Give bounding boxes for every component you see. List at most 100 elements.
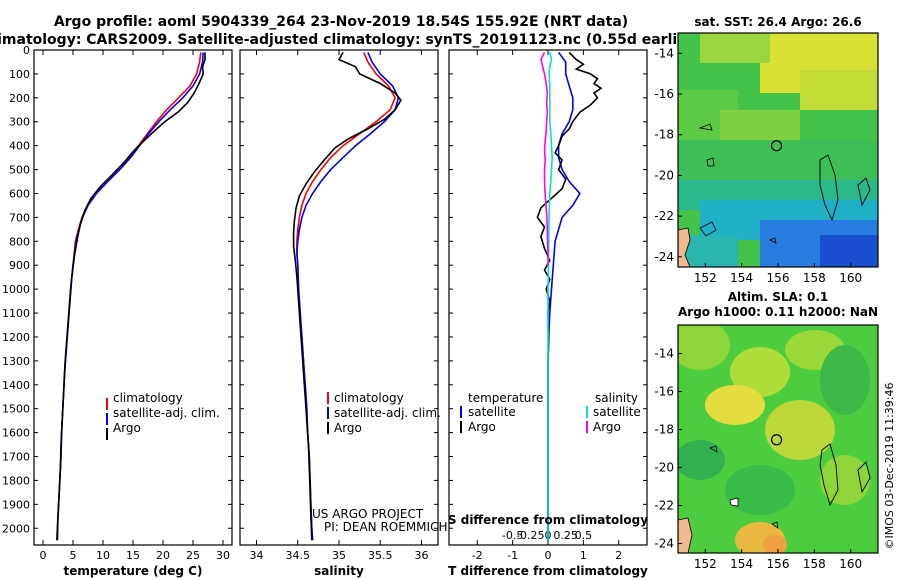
t-difference-xlabel: T difference from climatology <box>448 564 648 578</box>
x-tick-label: 34 <box>250 549 264 562</box>
credits-line-2: PI: DEAN ROEMMICH <box>324 520 447 534</box>
t-difference-axis-ticks: -2 -1 0 1 2 <box>472 50 622 562</box>
legend-title-temperature: temperature <box>468 391 543 405</box>
x-tick-label: 5 <box>70 549 77 562</box>
depth-tick-label: 900 <box>9 259 30 272</box>
salinity-series <box>292 52 402 541</box>
legend-title-salinity: salinity <box>595 391 638 405</box>
series-line <box>56 52 204 541</box>
x-tick-label: 34.5 <box>286 549 311 562</box>
sst-map-panel: sat. SST: 26.4 Argo: 26.6 <box>654 15 879 285</box>
lon-tick-label: 154 <box>730 557 753 571</box>
lon-tick-label: 152 <box>694 271 717 285</box>
s-tick-label: -0.5 <box>502 529 523 542</box>
argo-float-marker <box>770 140 783 152</box>
s-tick-label: -0.25 <box>516 529 544 542</box>
legend-label-s-argo: Argo <box>593 420 621 434</box>
depth-tick-label: 1500 <box>2 403 30 416</box>
x-tick-label: 10 <box>96 549 110 562</box>
x-tick-label: 15 <box>126 549 140 562</box>
depth-tick-label: 1100 <box>2 307 30 320</box>
series-line <box>292 52 402 541</box>
legend-label-s-satellite: satellite <box>593 405 641 419</box>
x-tick-label: 1 <box>580 549 587 562</box>
depth-tick-label: 700 <box>9 211 30 224</box>
sla-map-field <box>678 325 878 553</box>
lat-tick-label: -18 <box>654 423 674 437</box>
s-tick-label: 0.25 <box>553 529 578 542</box>
depth-tick-label: 600 <box>9 187 30 200</box>
depth-tick-label: 300 <box>9 116 30 129</box>
salinity-legend: climatology satellite-adj. clim. Argo <box>327 391 441 435</box>
depth-tick-label: 1900 <box>2 498 30 511</box>
lon-tick-label: 158 <box>803 271 826 285</box>
sla-map-title: Altim. SLA: 0.1 <box>728 290 829 304</box>
series-line <box>536 51 603 541</box>
x-tick-label: 30 <box>216 549 230 562</box>
lon-tick-label: 156 <box>767 271 790 285</box>
temperature-xlabel: temperature (deg C) <box>64 564 203 578</box>
depth-tick-label: 1000 <box>2 283 30 296</box>
lat-tick-label: -20 <box>654 461 674 475</box>
lon-tick-label: 152 <box>694 557 717 571</box>
lon-tick-label: 154 <box>730 271 753 285</box>
x-tick-label: 25 <box>186 549 200 562</box>
series-line <box>296 52 400 541</box>
temperature-difference-legend: temperature satellite Argo <box>460 391 543 434</box>
lat-tick-label: -24 <box>654 537 674 551</box>
sst-map-title: sat. SST: 26.4 Argo: 26.6 <box>694 15 861 29</box>
x-tick-label: 2 <box>615 549 622 562</box>
lon-tick-label: 160 <box>839 557 862 571</box>
legend-label-argo: Argo <box>334 421 362 435</box>
legend-label-satellite: satellite-adj. clim. <box>334 406 441 420</box>
depth-tick-label: 400 <box>9 140 30 153</box>
lon-tick-label: 160 <box>839 271 862 285</box>
legend-label-satellite: satellite-adj. clim. <box>113 406 220 420</box>
salinity-panel: 34 34.5 35 35.5 36 salinity climatology sate… <box>239 49 447 578</box>
depth-tick-label: 100 <box>9 68 30 81</box>
legend-label-t-argo: Argo <box>468 420 496 434</box>
difference-series <box>536 51 603 541</box>
depth-tick-label: 2000 <box>2 522 30 535</box>
s-tick-label: 0.5 <box>575 529 593 542</box>
s-difference-axis-ticks: -0.5-0.25 0 0.250.5 <box>502 529 592 542</box>
depth-tick-label: 1400 <box>2 379 30 392</box>
lat-tick-label: -14 <box>654 46 674 60</box>
series-line <box>547 52 554 541</box>
lat-tick-label: -24 <box>654 250 674 264</box>
depth-tick-label: 1700 <box>2 451 30 464</box>
depth-tick-label: 1300 <box>2 355 30 368</box>
series-line <box>56 52 206 541</box>
temperature-legend: climatology satellite-adj. clim. Argo <box>106 391 220 440</box>
depth-tick-label: 0 <box>23 44 30 57</box>
credits-line-1: US ARGO PROJECT <box>312 507 424 521</box>
lat-tick-label: -18 <box>654 128 674 142</box>
legend-label-climatology: climatology <box>113 391 183 405</box>
x-tick-label: 20 <box>156 549 170 562</box>
legend-label-t-satellite: satellite <box>468 405 516 419</box>
lat-tick-label: -16 <box>654 385 674 399</box>
difference-panel: -2 -1 0 1 2 -0.5-0.25 0 0.250.5 T difference f… <box>448 49 648 578</box>
series-line <box>547 51 581 541</box>
title-line-2: Climatology: CARS2009. Satellite-adjuste… <box>0 32 700 48</box>
series-line <box>56 52 202 541</box>
depth-tick-label: 500 <box>9 164 30 177</box>
title-line-1: Argo profile: aoml 5904339_264 23-Nov-20… <box>54 14 628 30</box>
lat-tick-label: -20 <box>654 168 674 182</box>
x-tick-label: 36 <box>415 549 429 562</box>
lat-tick-label: -16 <box>654 87 674 101</box>
sla-map-ticks: 152 154 156 158 160 -14 -16 -18 -20 -22 -24 <box>654 347 862 572</box>
sla-map-subtitle: Argo h1000: 0.11 h2000: NaN <box>678 305 878 319</box>
salinity-axis-ticks: 34 34.5 35 35.5 36 <box>250 50 429 562</box>
series-line <box>540 52 549 266</box>
lat-tick-label: -22 <box>654 209 674 223</box>
salinity-difference-legend: salinity satellite Argo <box>586 391 641 434</box>
temperature-panel: 0100200300400500600700800900100011001200… <box>2 44 647 578</box>
temperature-panel-frame <box>33 49 233 546</box>
legend-label-argo: Argo <box>113 421 141 435</box>
lon-tick-label: 158 <box>803 557 826 571</box>
depth-tick-label: 200 <box>9 92 30 105</box>
depth-tick-label: 1600 <box>2 427 30 440</box>
x-tick-label: -1 <box>507 549 518 562</box>
x-tick-label: 35 <box>332 549 346 562</box>
